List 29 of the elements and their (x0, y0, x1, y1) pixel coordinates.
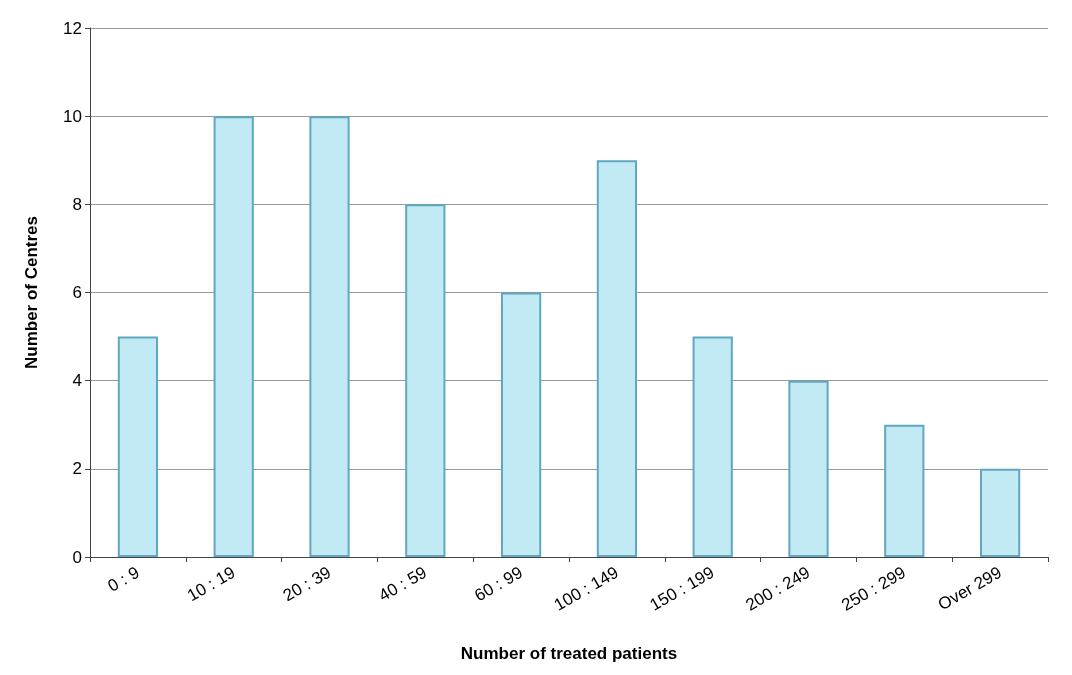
bar (979, 468, 1021, 557)
bar (596, 160, 638, 557)
x-tick-label: 20 : 39 (279, 562, 335, 606)
x-tick-label: Over 299 (934, 562, 1005, 615)
x-tick-label: 0 : 9 (104, 562, 143, 596)
x-axis-title: Number of treated patients (460, 644, 678, 663)
bar (405, 204, 446, 557)
y-tick-label: 10 (63, 106, 82, 126)
x-tick-label: 250 : 299 (838, 562, 910, 615)
bar (788, 380, 829, 557)
bar (309, 116, 350, 557)
x-tick-label: 40 : 59 (375, 562, 431, 606)
y-tick-label: 4 (72, 371, 82, 391)
bar (884, 424, 925, 557)
bar (117, 336, 159, 557)
y-tick-label: 0 (72, 547, 82, 567)
bar (692, 336, 733, 557)
y-tick-label: 6 (72, 283, 82, 302)
x-tick-label: 10 : 19 (183, 562, 239, 606)
x-tick-label: 200 : 249 (742, 562, 814, 615)
bar (213, 116, 254, 557)
x-tick-label: 60 : 99 (471, 562, 526, 606)
y-axis-title: Number of Centres (22, 215, 41, 370)
bar (500, 292, 542, 557)
y-tick-label: 12 (63, 18, 82, 38)
x-tick-label: 150 : 199 (646, 562, 718, 615)
y-tick-label: 2 (72, 459, 82, 479)
x-tick-label: 100 : 149 (550, 562, 622, 615)
y-tick-label: 8 (72, 194, 82, 214)
